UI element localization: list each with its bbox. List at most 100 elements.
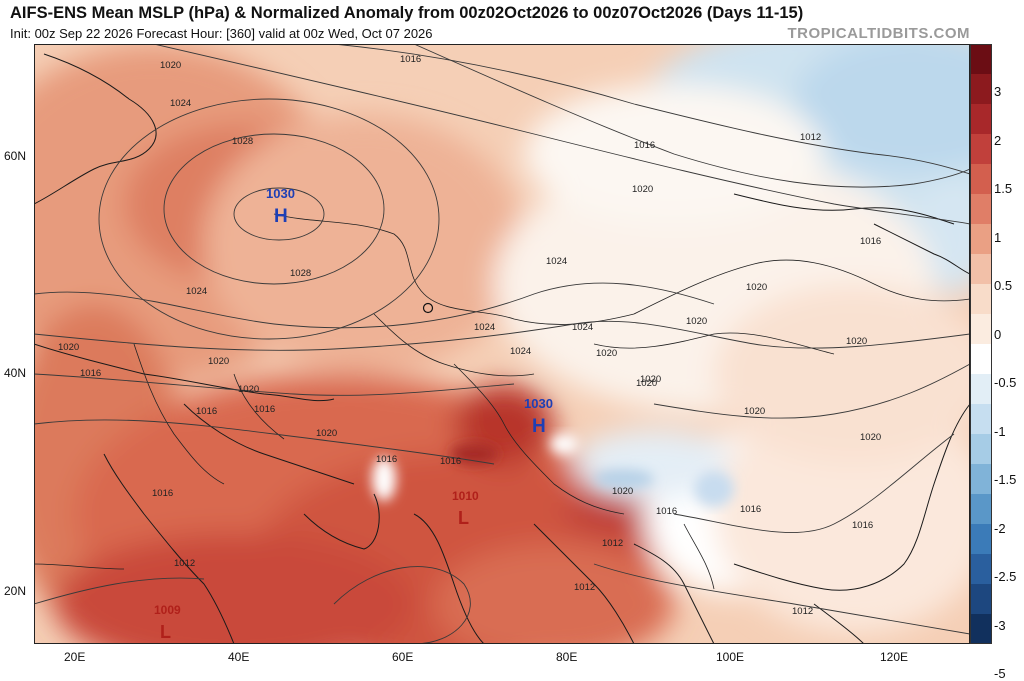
lat-label-40n: 40N [4,366,27,380]
lon-label-40e: 40E [228,650,250,664]
country-borders [33,213,971,590]
lat-label-60n: 60N [4,149,27,163]
colorbar-swatch [970,224,992,255]
isobar-label: 1024 [170,98,191,109]
colorbar-swatch [970,134,992,165]
colorbar-label: 3 [994,84,1002,99]
isobar-label: 1016 [740,504,761,515]
isobar-label: 1024 [510,346,531,357]
isobar-label: 1016 [860,236,881,247]
high-center-symbol: H [274,206,288,227]
colorbar-frame [970,44,992,644]
isobar-label: 1016 [196,406,217,417]
colorbar-swatch [970,284,992,315]
low-center-symbol: L [458,508,469,528]
colorbar-swatch [970,104,992,135]
lon-label-60e: 60E [392,650,414,664]
isobar-label: 1020 [744,406,765,417]
isobar-label: 1020 [160,60,181,71]
isobar-label: 1020 [640,374,661,385]
map-title: AIFS-ENS Mean MSLP (hPa) & Normalized An… [10,4,804,22]
map-canvas: 1020 1024 1028 1016 1016 1020 1024 1028 … [0,14,1024,674]
isobars [33,43,971,645]
colorbar-label: 1.5 [994,181,1013,196]
colorbar [970,44,992,644]
colorbar-swatch [970,584,992,615]
colorbar-label: 0 [994,326,1002,342]
isobar-label: 1020 [596,348,617,359]
colorbar-swatch [970,314,992,345]
map-subtitle: Init: 00z Sep 22 2026 Forecast Hour: [36… [10,26,433,41]
brand-watermark: TROPICALTIDBITS.COM [787,25,970,42]
colorbar-swatch [970,254,992,285]
terrain-speckle [372,434,734,507]
colorbar-label: 2 [994,132,1002,148]
isobar-label: 1020 [316,428,337,439]
isobar-label: 1020 [860,432,881,443]
colorbar-label: -3 [994,617,1006,633]
colorbar-swatch [970,44,992,75]
isobar-label: 1020 [746,282,767,293]
high-center-value: 1030 [266,186,295,201]
isobar-label: 1016 [852,520,873,531]
low-center-value: 1009 [154,603,181,617]
isobar-label: 1016 [254,404,275,415]
colorbar-swatch [970,554,992,585]
pressure-centers: 1030 H 1030 H 1010 L 1009 L [154,186,553,642]
coastlines [33,53,971,645]
isobar-label: 1020 [58,342,79,353]
isobar-label: 1016 [634,140,655,151]
isobar-label: 1020 [846,336,867,347]
high-center-symbol: H [532,416,546,437]
low-center-value: 1010 [452,489,479,503]
colorbar-swatch [970,74,992,105]
isobar-label: 1016 [440,456,461,467]
lon-label-80e: 80E [556,650,578,664]
lon-label-20e: 20E [64,650,86,664]
colorbar-swatch [970,434,992,465]
colorbar-swatch [970,614,992,644]
colorbar-label: -1.5 [994,472,1017,487]
isobar-label: 1020 [636,378,657,389]
colorbar-swatch [970,464,992,495]
colorbar-swatch [970,374,992,405]
lon-label-100e: 100E [716,650,745,664]
isobar-label: 1016 [152,488,173,499]
map-frame [34,44,970,644]
colorbar-label: 0.5 [994,278,1013,293]
lat-label-20n: 20N [4,584,27,598]
colorbar-swatch [970,494,992,525]
isobar-label: 1016 [376,454,397,465]
isobar-label: 1012 [792,606,813,617]
colorbar-swatch [970,164,992,195]
isobar-label: 1024 [572,322,593,333]
colorbar-label: -0.5 [994,375,1017,390]
isobar-label: 1020 [632,184,653,195]
colorbar-swatch [970,194,992,225]
low-center-symbol: L [160,622,171,642]
isobar-label: 1012 [574,582,595,593]
isobar-label: 1012 [800,132,821,143]
isobar-label: 1024 [186,286,207,297]
isobar-label: 1028 [290,268,311,279]
isobar-label: 1016 [80,368,101,379]
colorbar-swatch [970,344,992,375]
colorbar-swatch [970,524,992,555]
isobar-label: 1024 [546,256,567,267]
colorbar-label: -1 [994,423,1006,439]
isobar-label: 1028 [232,136,253,147]
lon-label-120e: 120E [880,650,909,664]
isobar-label: 1012 [602,538,623,549]
colorbar-label: -2.5 [994,569,1017,584]
isobar-label: 1020 [612,486,633,497]
colorbar-label: -2 [994,520,1006,536]
isobar-label: 1020 [686,316,707,327]
isobar-label: 1016 [400,54,421,65]
colorbar-label: -5 [994,666,1006,681]
isobar-label: 1012 [174,558,195,569]
isobar-label: 1024 [474,322,495,333]
colorbar-label: 1 [994,229,1002,245]
isobar-label: 1020 [238,384,259,395]
lake-marker [422,302,434,314]
isobar-label: 1016 [656,506,677,517]
